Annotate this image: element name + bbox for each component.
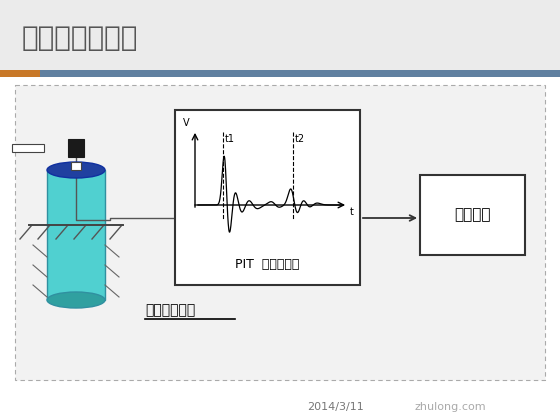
Text: t: t <box>350 207 354 217</box>
Text: t2: t2 <box>295 134 305 144</box>
Bar <box>68 139 84 157</box>
Text: 现场检测流通图: 现场检测流通图 <box>22 24 138 52</box>
Text: zhulong.com: zhulong.com <box>414 402 486 412</box>
Ellipse shape <box>47 292 105 308</box>
Text: 加速度传感器: 加速度传感器 <box>145 303 195 317</box>
Bar <box>420 175 525 255</box>
Text: 2014/3/11: 2014/3/11 <box>307 402 363 412</box>
Bar <box>12 144 44 152</box>
Text: PIT  基桩测试仪: PIT 基桩测试仪 <box>235 258 300 271</box>
Bar <box>47 170 105 300</box>
Text: 输出设备: 输出设备 <box>454 207 491 223</box>
Bar <box>0 0 560 72</box>
Text: t1: t1 <box>225 134 235 144</box>
Bar <box>0 70 40 77</box>
Text: V: V <box>183 118 190 128</box>
Bar <box>71 162 81 170</box>
Bar <box>175 110 360 285</box>
Ellipse shape <box>47 162 105 178</box>
Bar <box>40 70 560 77</box>
Bar <box>15 85 545 380</box>
